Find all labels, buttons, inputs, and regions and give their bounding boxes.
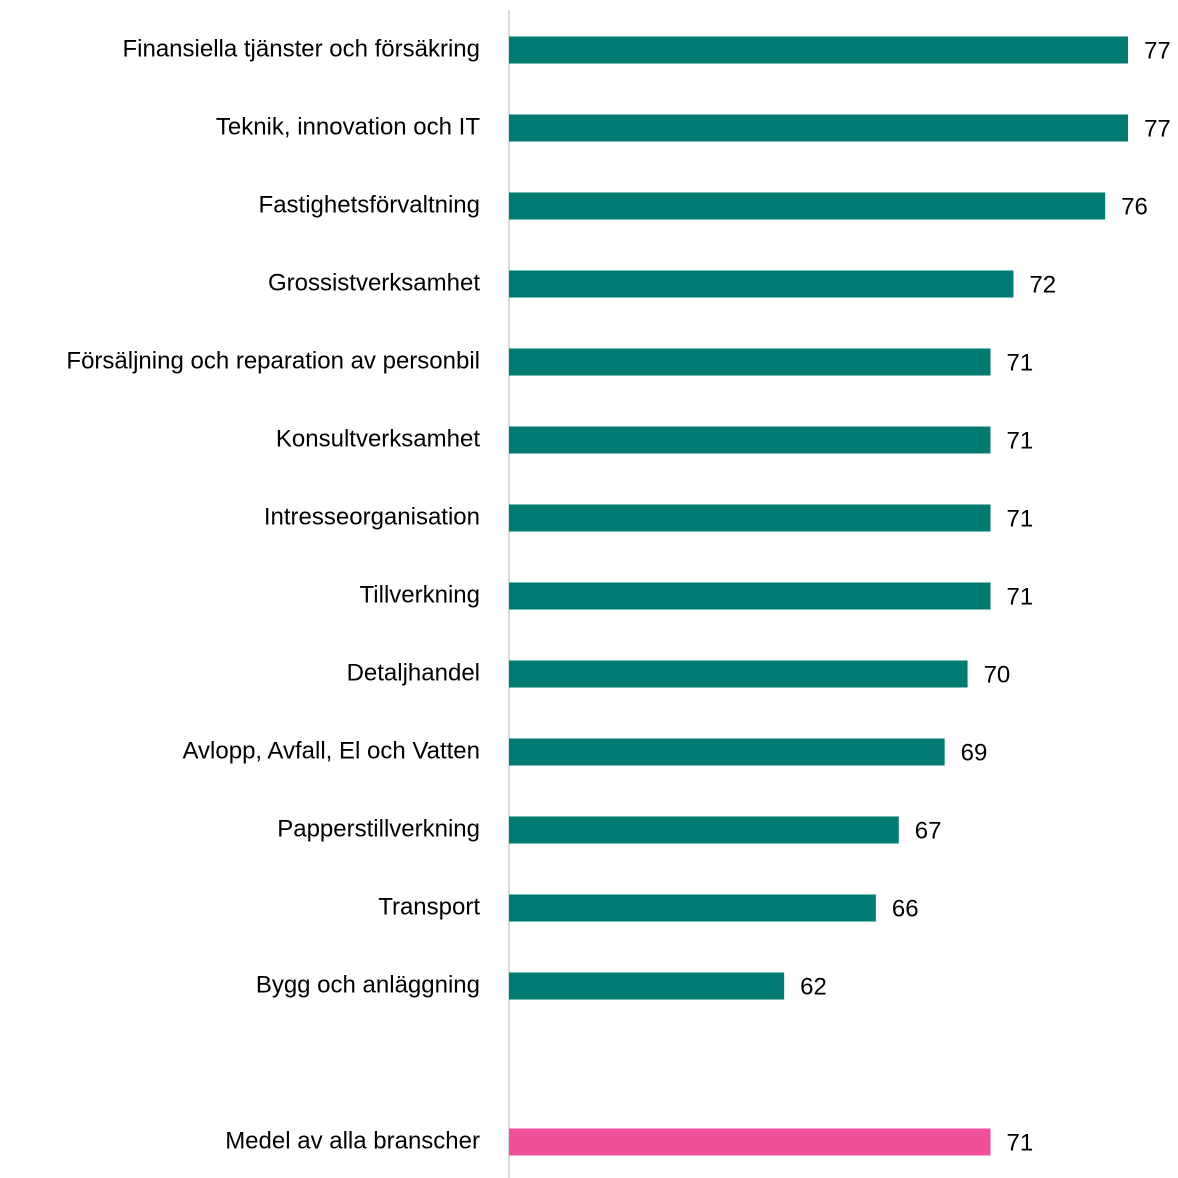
category-label: Försäljning och reparation av personbil [66, 347, 480, 374]
value-label: 67 [915, 817, 942, 844]
category-label: Fastighetsförvaltning [259, 191, 480, 218]
category-label: Intresseorganisation [264, 503, 480, 530]
value-label: 70 [984, 661, 1011, 688]
value-label: 71 [1007, 1129, 1034, 1156]
bar [509, 582, 991, 610]
value-label: 69 [961, 739, 988, 766]
value-label: 62 [800, 973, 827, 1000]
bar [509, 972, 785, 1000]
category-label: Grossistverksamhet [268, 269, 480, 296]
bar [509, 348, 991, 376]
category-label: Detaljhandel [347, 659, 480, 686]
category-label: Finansiella tjänster och försäkring [122, 35, 480, 62]
value-label: 76 [1121, 193, 1148, 220]
value-label: 71 [1007, 427, 1034, 454]
bar [509, 114, 1129, 142]
bar [509, 504, 991, 532]
bar [509, 738, 945, 766]
bar [509, 36, 1129, 64]
bar [509, 192, 1106, 220]
value-label: 71 [1007, 583, 1034, 610]
category-label: Bygg och anläggning [256, 971, 480, 998]
value-label: 72 [1029, 271, 1056, 298]
bar [509, 270, 1014, 298]
value-label: 66 [892, 895, 919, 922]
category-label: Avlopp, Avfall, El och Vatten [182, 737, 480, 764]
category-label: Medel av alla branscher [225, 1127, 480, 1154]
value-label: 77 [1144, 37, 1171, 64]
bar [509, 426, 991, 454]
category-label: Transport [378, 893, 480, 920]
category-label: Teknik, innovation och IT [216, 113, 480, 140]
value-label: 77 [1144, 115, 1171, 142]
category-label: Tillverkning [360, 581, 480, 608]
bar [509, 1128, 991, 1156]
category-label: Papperstillverkning [277, 815, 480, 842]
category-label: Konsultverksamhet [276, 425, 480, 452]
bar [509, 894, 876, 922]
value-label: 71 [1007, 505, 1034, 532]
bar [509, 816, 899, 844]
value-label: 71 [1007, 349, 1034, 376]
bar [509, 660, 968, 688]
